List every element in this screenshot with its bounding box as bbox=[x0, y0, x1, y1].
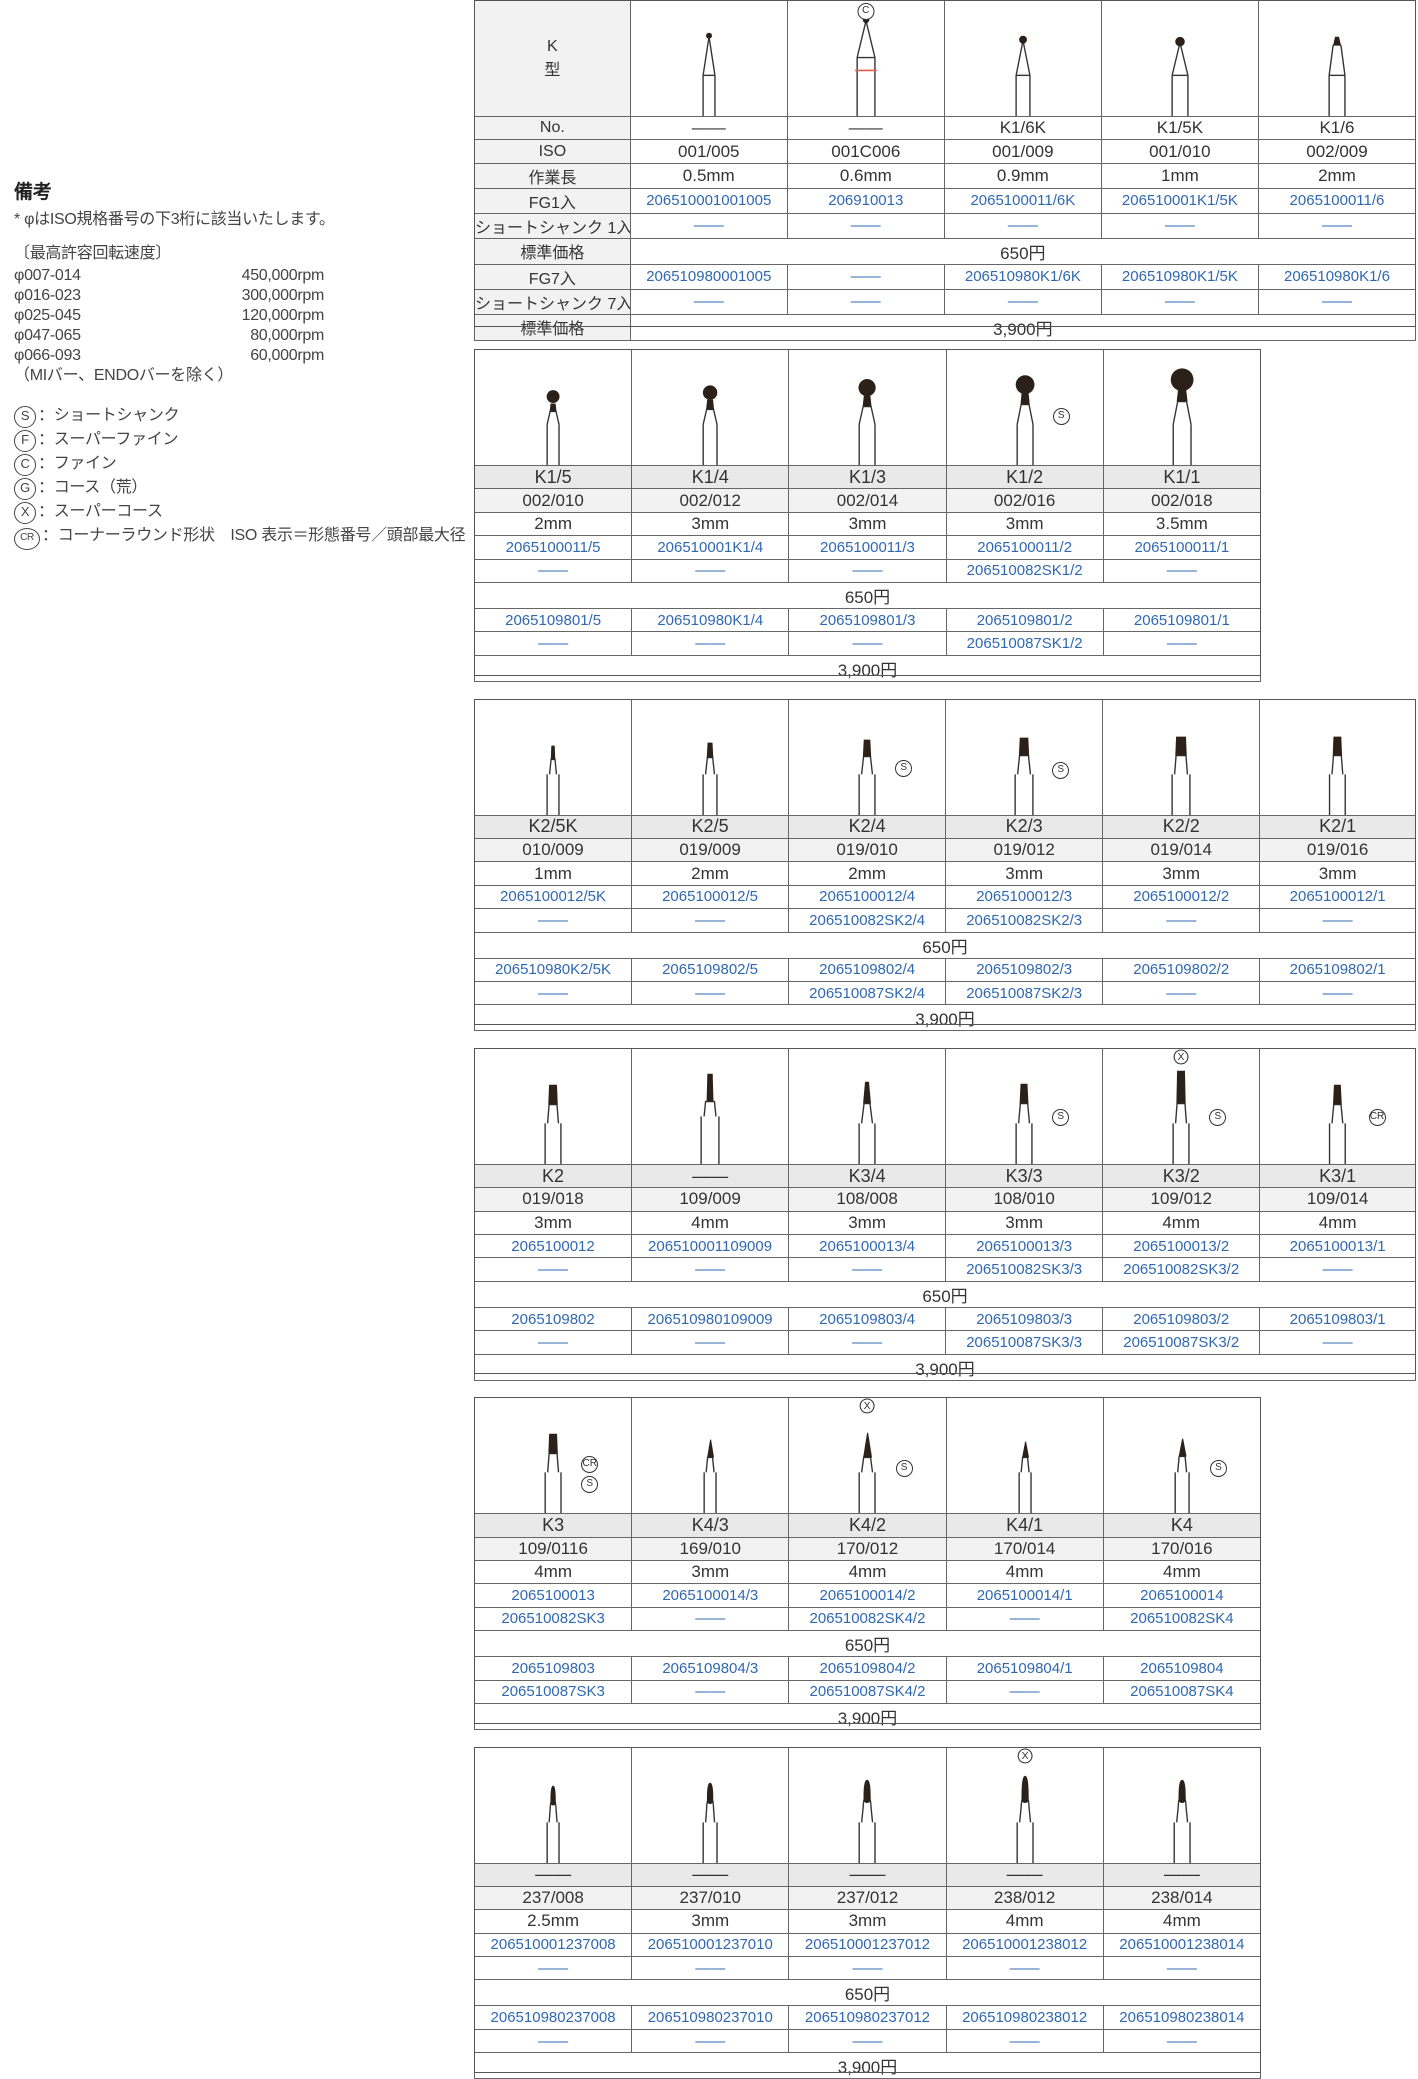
svg-text:X: X bbox=[1178, 1052, 1185, 1063]
svg-text:X: X bbox=[864, 1401, 871, 1412]
svg-text:X: X bbox=[1021, 1750, 1028, 1761]
